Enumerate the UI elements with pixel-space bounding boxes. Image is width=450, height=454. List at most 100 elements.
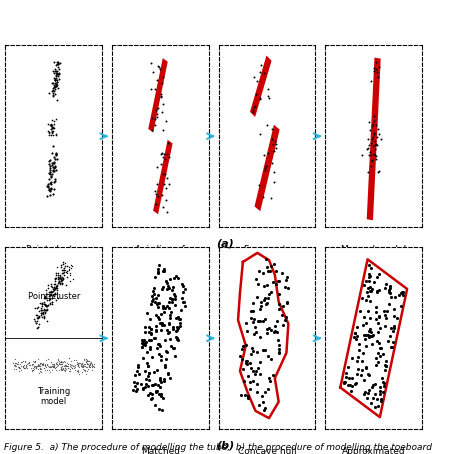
Point: [78, 360, 86, 367]
Point: [53, 284, 60, 291]
Point: [144, 348, 151, 355]
Point: [41, 301, 49, 308]
Point: [367, 152, 374, 159]
Point: [35, 360, 42, 368]
Point: [167, 315, 174, 322]
Point: [258, 392, 265, 400]
Point: [47, 185, 54, 192]
Point: [374, 395, 381, 403]
Point: [56, 280, 63, 287]
Point: [47, 185, 54, 192]
Point: [147, 300, 154, 307]
Point: [57, 279, 64, 286]
Point: [65, 365, 72, 372]
Point: [53, 69, 60, 76]
Point: [48, 117, 55, 124]
Point: [45, 284, 52, 291]
Point: [248, 344, 255, 351]
Point: [58, 360, 66, 368]
Point: [162, 184, 170, 192]
Point: [46, 363, 53, 370]
Point: [73, 367, 81, 375]
Point: [261, 407, 268, 414]
Point: [85, 362, 92, 369]
Point: [29, 358, 36, 365]
Point: [164, 302, 171, 310]
Point: [32, 311, 40, 318]
Point: [49, 364, 56, 371]
Point: [72, 364, 79, 371]
Point: [155, 64, 162, 71]
Point: [363, 278, 370, 285]
Point: [255, 317, 262, 325]
Point: [365, 277, 373, 285]
Point: [369, 142, 377, 149]
Point: [61, 362, 68, 369]
Point: [367, 314, 374, 321]
Point: [376, 339, 383, 346]
Point: [53, 130, 60, 137]
Point: [36, 300, 44, 307]
Point: [253, 389, 261, 396]
Point: [48, 178, 55, 186]
Point: [374, 142, 381, 149]
Point: [376, 314, 383, 321]
Point: [382, 280, 389, 287]
Point: [157, 311, 164, 318]
Point: [392, 293, 399, 300]
Point: [32, 362, 39, 370]
Point: [83, 360, 90, 367]
Point: [47, 125, 54, 132]
Point: [148, 336, 155, 344]
Point: [143, 360, 150, 367]
Point: [166, 328, 173, 336]
Point: [55, 279, 63, 286]
Point: [152, 187, 159, 194]
Point: [66, 361, 73, 368]
Point: [283, 276, 290, 284]
Point: [260, 318, 267, 325]
Point: [365, 273, 373, 280]
Point: [74, 360, 81, 367]
Point: [22, 363, 30, 370]
Point: [51, 178, 59, 185]
Point: [272, 267, 279, 275]
Point: [51, 175, 59, 183]
Point: [53, 82, 60, 89]
Point: [382, 363, 390, 370]
Point: [37, 369, 44, 376]
Point: [368, 264, 375, 271]
Point: [158, 326, 165, 333]
Point: [369, 384, 376, 391]
Point: [34, 362, 41, 369]
Point: [146, 345, 153, 353]
Point: [52, 151, 59, 158]
Point: [34, 355, 41, 362]
Point: [49, 128, 56, 135]
Point: [67, 277, 74, 285]
Point: [373, 140, 380, 148]
Point: [63, 273, 70, 280]
Point: [75, 360, 82, 368]
Point: [237, 352, 244, 360]
Point: [50, 160, 57, 167]
Point: [147, 326, 154, 333]
Point: [50, 67, 57, 74]
Point: [44, 281, 51, 288]
Point: [46, 129, 53, 136]
Point: [134, 386, 141, 393]
Point: [145, 336, 153, 344]
Point: [54, 60, 61, 68]
Point: [56, 360, 63, 368]
Point: [54, 60, 61, 67]
Point: [46, 301, 54, 308]
Point: [165, 370, 172, 378]
Point: [52, 77, 59, 84]
Point: [52, 275, 59, 282]
Point: [50, 293, 58, 300]
Point: [351, 333, 358, 340]
Point: [142, 368, 149, 375]
Point: [52, 83, 59, 90]
Point: [44, 355, 51, 363]
Point: [154, 266, 162, 273]
